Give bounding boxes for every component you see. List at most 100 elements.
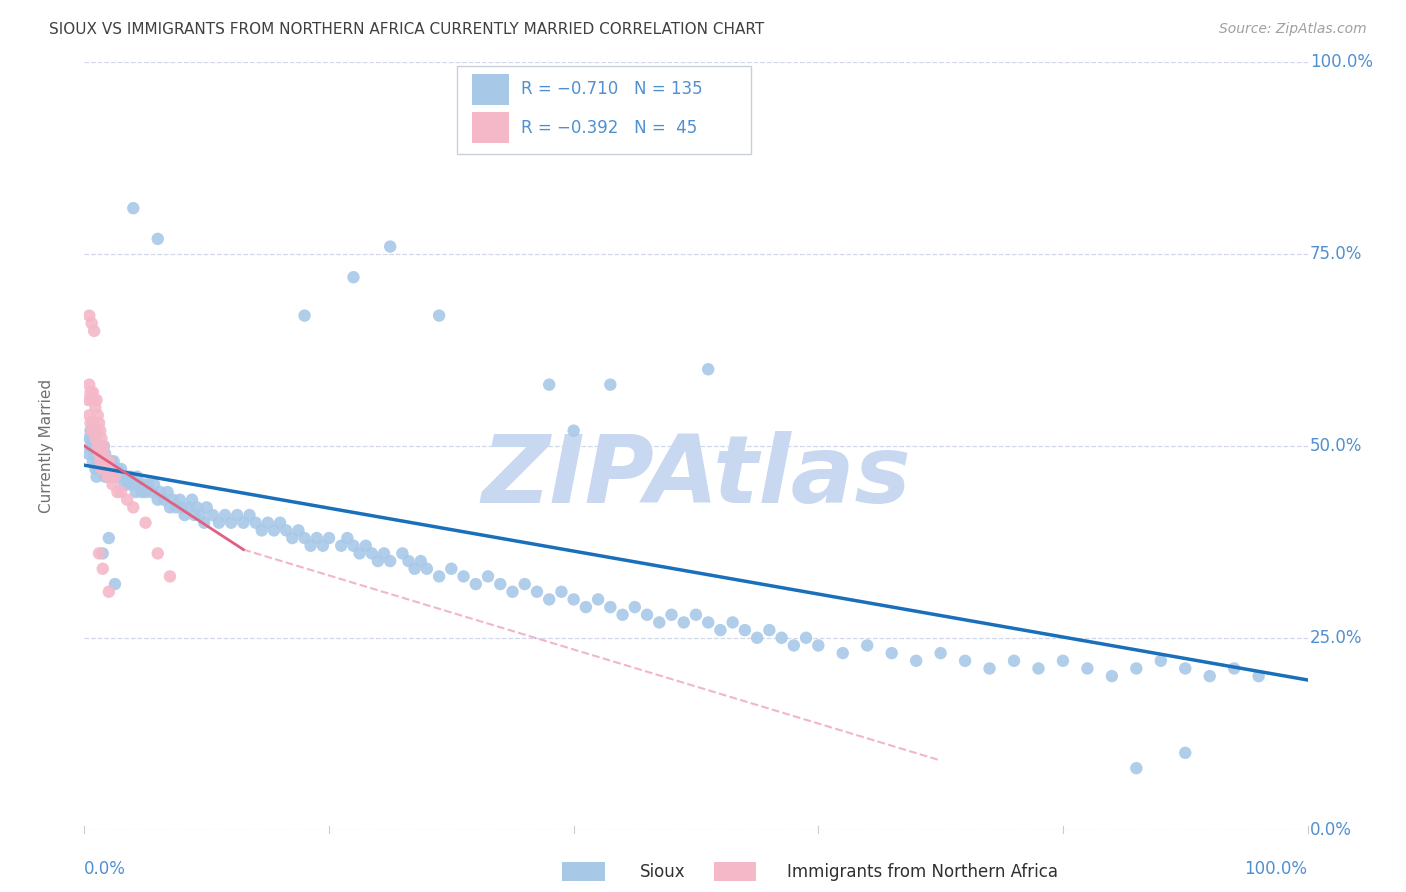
Point bbox=[82, 385, 104, 400]
Text: Source: ZipAtlas.com: Source: ZipAtlas.com bbox=[1219, 22, 1367, 37]
Text: ZIPAtlas: ZIPAtlas bbox=[481, 431, 911, 523]
Point bbox=[245, 516, 267, 530]
Point bbox=[86, 424, 108, 438]
Point bbox=[685, 607, 707, 622]
Point bbox=[269, 516, 291, 530]
Point bbox=[83, 424, 105, 438]
Point bbox=[318, 531, 340, 545]
Point bbox=[97, 469, 120, 483]
Point bbox=[77, 409, 100, 423]
Point bbox=[562, 592, 585, 607]
Point bbox=[294, 531, 316, 545]
Text: Immigrants from Northern Africa: Immigrants from Northern Africa bbox=[787, 863, 1059, 881]
Point bbox=[538, 377, 561, 392]
Point bbox=[489, 577, 512, 591]
Point bbox=[125, 485, 148, 500]
Point bbox=[146, 492, 169, 507]
Point bbox=[90, 439, 112, 453]
Point bbox=[94, 454, 117, 468]
Point bbox=[953, 654, 976, 668]
Text: R = −0.392   N =  45: R = −0.392 N = 45 bbox=[522, 119, 697, 136]
Point bbox=[91, 546, 114, 560]
Point bbox=[427, 309, 450, 323]
Point bbox=[87, 409, 110, 423]
Point bbox=[181, 492, 204, 507]
Point bbox=[697, 615, 720, 630]
Point bbox=[87, 447, 110, 461]
Point bbox=[97, 469, 120, 483]
Point bbox=[89, 454, 111, 468]
Text: 0.0%: 0.0% bbox=[1310, 821, 1353, 838]
Point bbox=[162, 492, 184, 507]
Point bbox=[87, 546, 110, 560]
Point bbox=[367, 554, 389, 568]
Point bbox=[100, 454, 122, 468]
Point bbox=[90, 454, 112, 468]
Point bbox=[94, 469, 117, 483]
Point bbox=[110, 485, 132, 500]
Point bbox=[172, 500, 194, 515]
Point bbox=[79, 439, 101, 453]
Point bbox=[153, 492, 176, 507]
Point bbox=[115, 492, 138, 507]
Point bbox=[87, 439, 110, 453]
Point bbox=[195, 500, 218, 515]
Point bbox=[105, 462, 128, 476]
Point bbox=[929, 646, 952, 660]
Point bbox=[79, 416, 101, 430]
Point bbox=[1101, 669, 1123, 683]
Point bbox=[89, 424, 111, 438]
Point bbox=[416, 562, 439, 576]
Point bbox=[84, 431, 107, 445]
Point bbox=[80, 431, 103, 445]
Point bbox=[91, 447, 114, 461]
Point bbox=[97, 584, 120, 599]
Point bbox=[98, 469, 121, 483]
Text: Currently Married: Currently Married bbox=[39, 379, 53, 513]
Point bbox=[80, 316, 103, 330]
Point bbox=[880, 646, 903, 660]
Text: 100.0%: 100.0% bbox=[1310, 54, 1374, 71]
Point bbox=[159, 500, 181, 515]
Point bbox=[464, 577, 486, 591]
Point bbox=[226, 508, 249, 522]
Point bbox=[82, 454, 104, 468]
Point bbox=[122, 500, 145, 515]
Point bbox=[77, 431, 100, 445]
Point bbox=[86, 392, 108, 407]
Text: 75.0%: 75.0% bbox=[1310, 245, 1362, 263]
FancyBboxPatch shape bbox=[472, 112, 509, 143]
Point bbox=[807, 639, 830, 653]
Point bbox=[146, 232, 169, 246]
Text: Sioux: Sioux bbox=[640, 863, 685, 881]
Point bbox=[87, 439, 110, 453]
Point bbox=[1052, 654, 1074, 668]
Point bbox=[721, 615, 744, 630]
Point bbox=[330, 539, 353, 553]
FancyBboxPatch shape bbox=[472, 74, 509, 104]
Point bbox=[96, 462, 118, 476]
Point bbox=[513, 577, 536, 591]
Point bbox=[342, 539, 364, 553]
Point bbox=[177, 500, 200, 515]
Point bbox=[84, 431, 107, 445]
Point bbox=[135, 485, 157, 500]
Point bbox=[173, 508, 195, 522]
Point bbox=[79, 385, 101, 400]
Point bbox=[97, 531, 120, 545]
Point bbox=[770, 631, 793, 645]
Point bbox=[146, 546, 169, 560]
Point bbox=[91, 462, 114, 476]
Point bbox=[856, 639, 879, 653]
Point bbox=[83, 392, 105, 407]
Point bbox=[294, 309, 316, 323]
Point bbox=[125, 469, 148, 483]
Point bbox=[84, 401, 107, 415]
Point bbox=[612, 607, 634, 622]
Point bbox=[77, 392, 100, 407]
Point bbox=[82, 416, 104, 430]
Point bbox=[1174, 661, 1197, 675]
Text: 0.0%: 0.0% bbox=[84, 860, 127, 879]
Point bbox=[83, 447, 105, 461]
Point bbox=[1076, 661, 1098, 675]
